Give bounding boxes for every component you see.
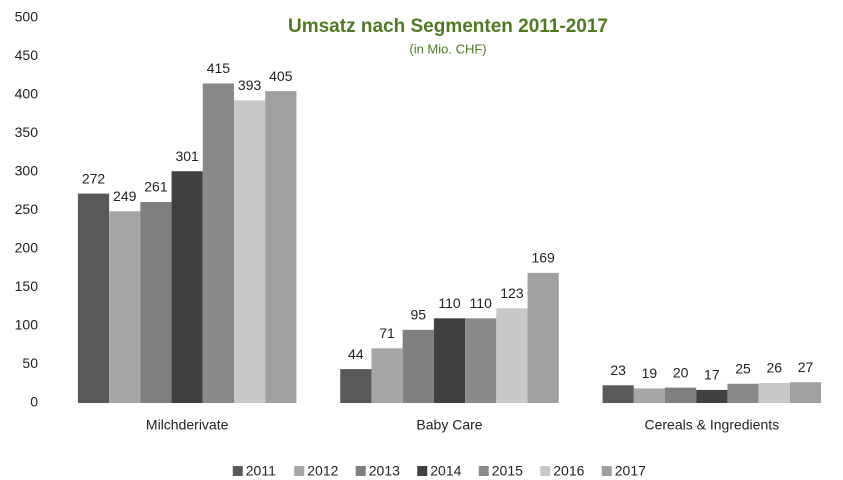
x-tick-label: Milchderivate — [146, 417, 229, 433]
data-label: 272 — [82, 170, 106, 186]
bar — [433, 318, 466, 403]
data-label: 123 — [500, 285, 524, 301]
data-label: 17 — [704, 367, 720, 383]
data-label: 110 — [470, 295, 493, 311]
data-label: 25 — [735, 360, 751, 376]
data-label: 20 — [673, 364, 689, 380]
y-tick-label: 500 — [15, 9, 39, 25]
legend-label: 2017 — [615, 463, 646, 479]
bar — [496, 308, 528, 403]
bar — [727, 383, 759, 403]
bar — [696, 389, 728, 403]
bar — [340, 369, 372, 403]
data-label: 261 — [144, 179, 168, 195]
data-label: 249 — [113, 188, 137, 204]
bar — [265, 91, 297, 404]
data-label: 393 — [238, 77, 262, 93]
legend-swatch — [417, 466, 428, 476]
y-tick-label: 250 — [15, 201, 39, 217]
y-tick-label: 450 — [15, 47, 39, 63]
data-label: 95 — [410, 307, 426, 323]
legend-label: 2013 — [369, 463, 400, 479]
y-tick-label: 50 — [22, 355, 38, 371]
data-label: 23 — [610, 362, 626, 378]
y-tick-label: 100 — [15, 317, 39, 333]
y-tick-label: 350 — [15, 124, 39, 140]
bar — [140, 202, 172, 403]
data-label: 71 — [379, 325, 395, 341]
y-tick-label: 200 — [15, 240, 39, 256]
data-label: 26 — [766, 360, 782, 376]
bar — [633, 388, 666, 403]
legend-swatch — [478, 466, 489, 476]
bar — [602, 385, 634, 403]
legend-label: 2014 — [430, 463, 461, 479]
x-tick-label: Cereals & Ingredients — [645, 417, 780, 433]
bar — [665, 387, 697, 403]
y-tick-label: 300 — [15, 163, 39, 179]
data-label: 301 — [175, 148, 199, 164]
data-label: 44 — [348, 346, 364, 362]
bar — [171, 171, 203, 403]
y-tick-label: 400 — [15, 86, 39, 102]
legend-swatch — [232, 466, 243, 476]
data-label: 405 — [269, 68, 293, 84]
legend-swatch — [355, 466, 366, 476]
legend-label: 2012 — [307, 463, 338, 479]
legend-label: 2011 — [246, 463, 276, 479]
chart-subtitle: (in Mio. CHF) — [409, 41, 486, 56]
data-label: 27 — [798, 359, 814, 375]
x-tick-label: Baby Care — [416, 417, 482, 433]
data-label: 169 — [531, 250, 555, 266]
bar — [202, 83, 234, 403]
bar — [77, 193, 110, 403]
legend-label: 2016 — [553, 463, 584, 479]
bar — [402, 329, 434, 403]
bar — [233, 100, 266, 403]
bar — [109, 211, 141, 403]
data-label: 110 — [438, 295, 461, 311]
chart-title: Umsatz nach Segmenten 2011-2017 — [288, 16, 608, 37]
data-label: 19 — [642, 365, 658, 381]
data-label: 415 — [207, 60, 231, 76]
legend-swatch — [294, 466, 305, 476]
bar — [465, 318, 497, 403]
y-tick-label: 0 — [30, 394, 38, 410]
legend-swatch — [540, 466, 551, 476]
bar — [758, 382, 790, 403]
y-tick-label: 150 — [15, 278, 39, 294]
legend-label: 2015 — [492, 463, 523, 479]
bar — [789, 382, 822, 403]
bar — [527, 272, 559, 403]
legend-swatch — [601, 466, 612, 476]
bar — [371, 348, 403, 403]
